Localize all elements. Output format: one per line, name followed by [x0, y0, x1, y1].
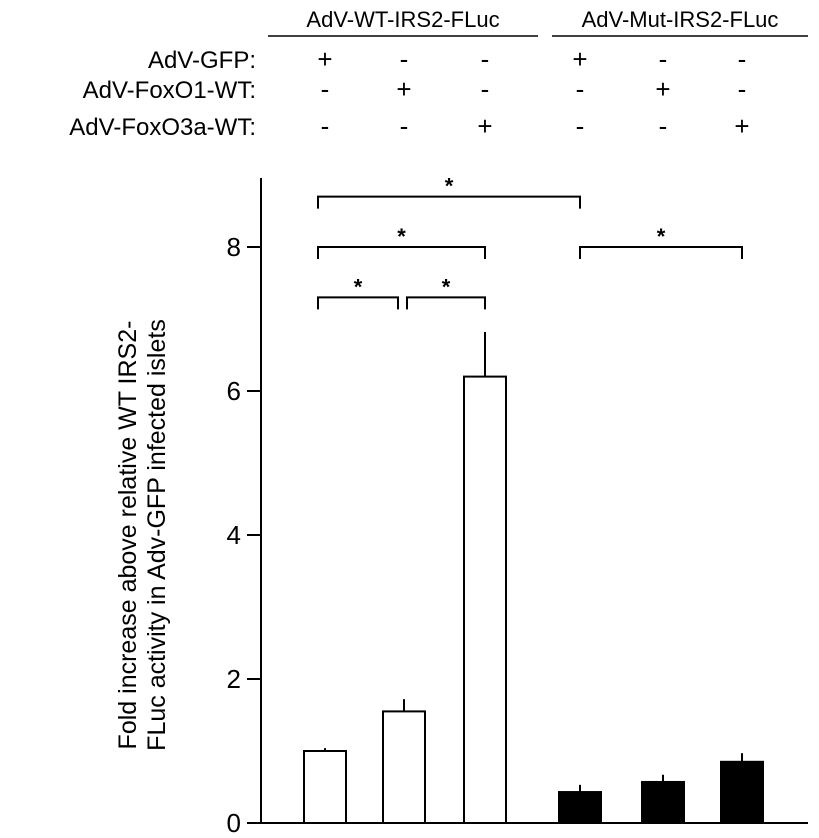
bar [303, 750, 347, 824]
condition-sign: + [477, 111, 492, 141]
condition-sign: - [576, 74, 585, 104]
condition-sign: - [321, 111, 330, 141]
significance-bracket [579, 246, 743, 259]
bar [641, 780, 685, 825]
bar [558, 791, 602, 824]
y-tick-label: 6 [227, 376, 241, 406]
significance-label: * [354, 274, 363, 299]
significance-label: * [445, 174, 454, 199]
condition-sign: - [659, 44, 668, 74]
condition-sign: + [317, 44, 332, 74]
y-axis: 0 2 4 6 8 [227, 178, 808, 838]
condition-sign: - [481, 74, 490, 104]
condition-sign: + [734, 111, 749, 141]
group-label: AdV-WT-IRS2-FLuc [306, 7, 499, 32]
condition-sign: - [576, 111, 585, 141]
condition-sign: + [572, 44, 587, 74]
condition-sign: + [655, 74, 670, 104]
condition-sign: - [738, 44, 747, 74]
y-tick-label: 4 [227, 520, 241, 550]
bar [382, 710, 426, 825]
condition-sign: - [738, 74, 747, 104]
significance-brackets: * * * * * [317, 174, 743, 310]
y-axis-label-line: FLuc activity in Adv-GFP infected islets [143, 319, 171, 751]
y-axis-label: Fold increase above relative WT IRS2- FLu… [114, 319, 171, 751]
condition-sign: - [400, 44, 409, 74]
significance-label: * [397, 224, 406, 249]
condition-header: AdV-WT-IRS2-FLuc AdV-Mut-IRS2-FLuc AdV-GFP… [69, 7, 808, 141]
bars [303, 331, 764, 825]
significance-label: * [442, 274, 451, 299]
significance-label: * [657, 224, 666, 249]
condition-sign: - [659, 111, 668, 141]
y-axis-label-line: Fold increase above relative WT IRS2- [114, 321, 142, 750]
significance-bracket [317, 246, 486, 259]
bar [463, 375, 507, 824]
significance-bracket [317, 195, 581, 209]
y-tick-label: 8 [227, 232, 241, 262]
y-tick-label: 0 [227, 808, 241, 833]
bar [720, 760, 764, 824]
condition-label: AdV-FoxO1-WT: [83, 77, 256, 104]
condition-sign: - [400, 111, 409, 141]
condition-label: AdV-FoxO3a-WT: [69, 114, 256, 141]
significance-bracket [317, 296, 399, 310]
condition-sign: + [396, 74, 411, 104]
condition-sign: - [321, 74, 330, 104]
condition-label: AdV-GFP: [148, 47, 256, 74]
condition-sign: - [481, 44, 490, 74]
significance-bracket [406, 296, 486, 310]
group-label: AdV-Mut-IRS2-FLuc [582, 7, 779, 32]
y-tick-label: 2 [227, 664, 241, 694]
